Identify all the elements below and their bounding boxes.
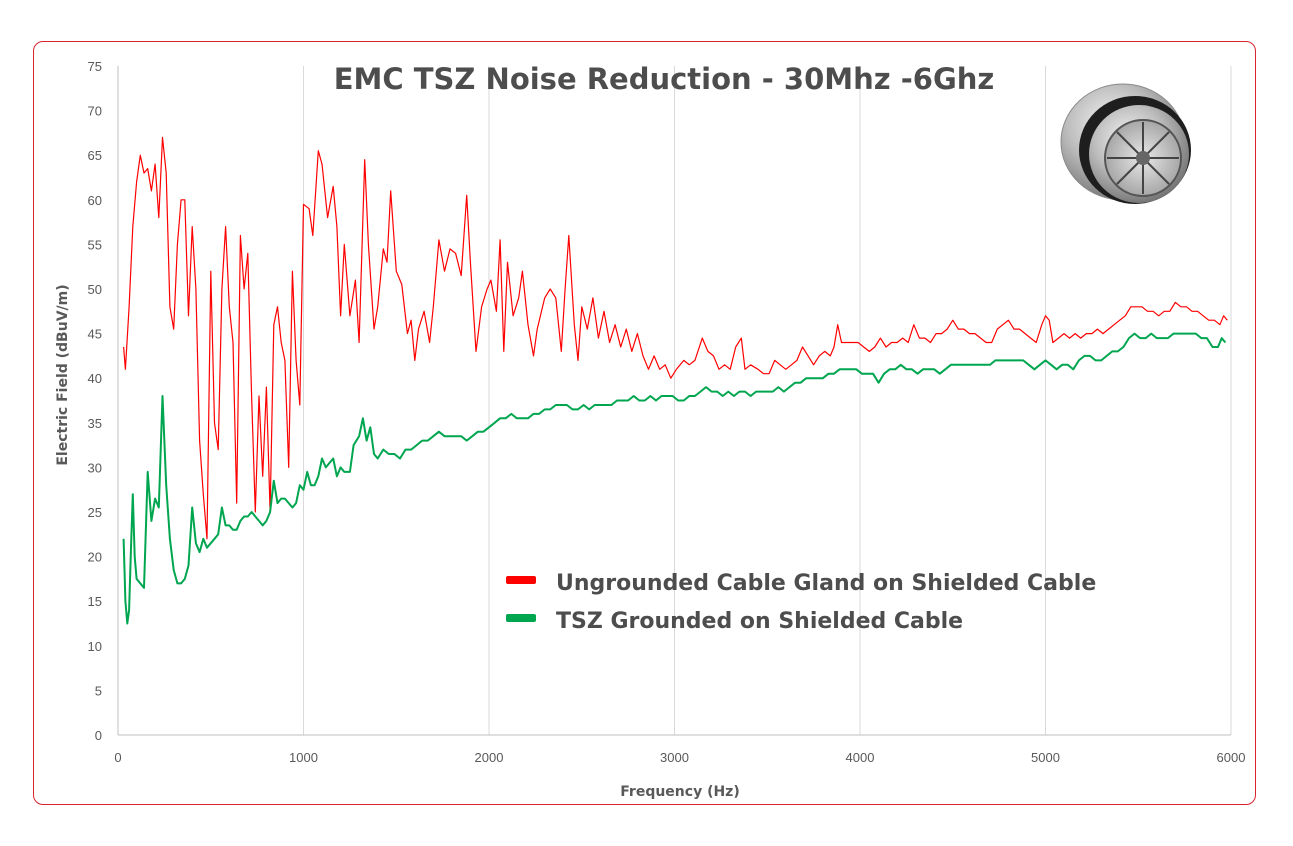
y-axis-ticks: 0 5 10 15 20 25 30 35 40 45 50 55 60 65 70 75 [88, 59, 102, 743]
x-tick-label: 4000 [846, 750, 875, 765]
y-tick-label: 75 [88, 59, 102, 74]
y-tick-label: 50 [88, 282, 102, 297]
cable-gland-product-image [1060, 83, 1191, 204]
x-axis-ticks: 0 1000 2000 3000 4000 5000 6000 [114, 750, 1245, 765]
x-tick-label: 3000 [660, 750, 689, 765]
y-tick-label: 60 [88, 193, 102, 208]
chart-frame [33, 41, 1256, 805]
y-axis-title: Electric Field (dBuV/m) [55, 284, 71, 465]
legend-label-tsz: TSZ Grounded on Shielded Cable [556, 609, 963, 634]
y-tick-label: 25 [88, 505, 102, 520]
legend-swatch-green [506, 614, 536, 622]
x-tick-label: 5000 [1031, 750, 1060, 765]
y-tick-label: 15 [88, 594, 102, 609]
legend-item-tsz: TSZ Grounded on Shielded Cable [506, 609, 963, 634]
legend-label-ungrounded: Ungrounded Cable Gland on Shielded Cable [556, 571, 1096, 596]
axes [117, 66, 1231, 736]
gridlines [303, 66, 1232, 735]
y-tick-label: 70 [88, 104, 102, 119]
x-tick-label: 1000 [289, 750, 318, 765]
y-tick-label: 40 [88, 371, 102, 386]
chart-title: EMC TSZ Noise Reduction - 30Mhz -6Ghz [334, 62, 995, 96]
y-tick-label: 65 [88, 148, 102, 163]
x-axis-title: Frequency (Hz) [620, 784, 739, 800]
y-tick-label: 55 [88, 237, 102, 252]
x-tick-label: 2000 [475, 750, 504, 765]
y-tick-label: 10 [88, 639, 102, 654]
legend-item-ungrounded: Ungrounded Cable Gland on Shielded Cable [506, 571, 1096, 596]
y-tick-label: 20 [88, 550, 102, 565]
y-tick-label: 5 [95, 683, 102, 698]
y-tick-label: 30 [88, 460, 102, 475]
y-tick-label: 45 [88, 327, 102, 342]
series-line-tsz-grounded [122, 332, 1227, 625]
x-tick-label: 0 [114, 750, 121, 765]
series-line-ungrounded [123, 136, 1228, 540]
series-lines [122, 136, 1228, 625]
x-tick-label: 6000 [1217, 750, 1246, 765]
legend: Ungrounded Cable Gland on Shielded Cable… [506, 571, 1096, 634]
y-tick-label: 35 [88, 416, 102, 431]
legend-swatch-red [506, 576, 536, 584]
y-tick-label: 0 [95, 728, 102, 743]
